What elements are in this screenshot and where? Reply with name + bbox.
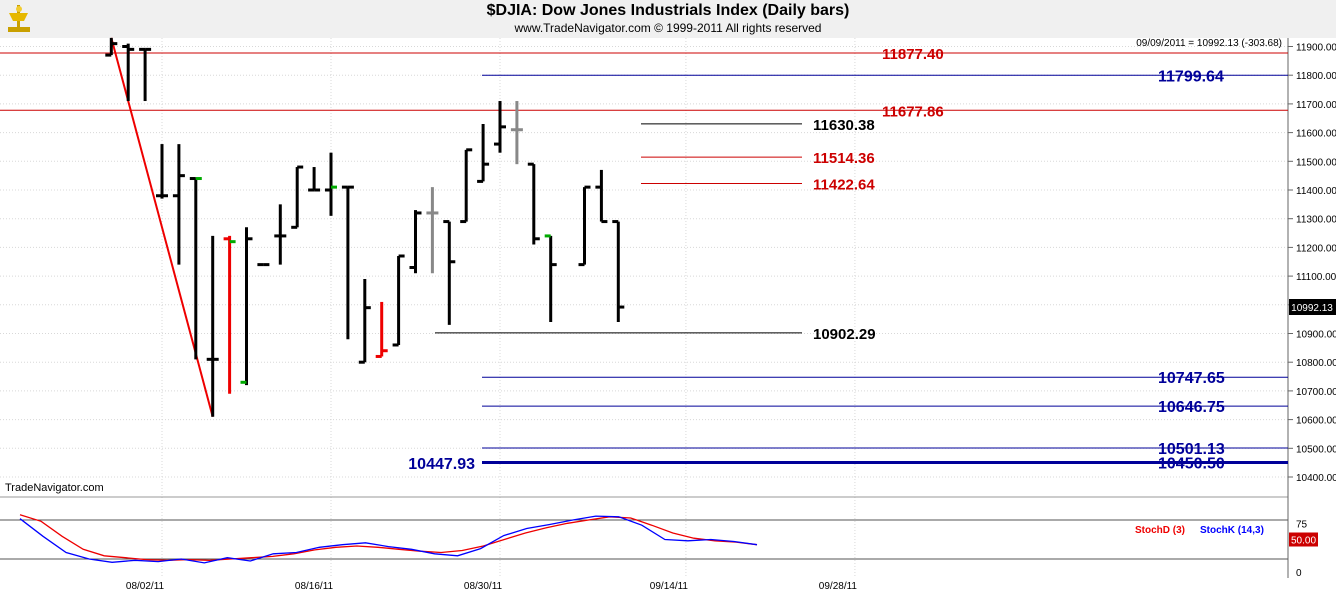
ohlc-bar <box>291 165 304 229</box>
price-level-label: 10646.75 <box>1158 399 1225 416</box>
stoch-tick-label: 0 <box>1296 568 1302 579</box>
y-tick-label: 11800.00 <box>1296 71 1336 82</box>
ohlc-bar <box>139 47 152 102</box>
ohlc-bar <box>172 144 185 265</box>
trade-navigator-logo <box>8 5 30 32</box>
current-price-tag: 10992.13 <box>1291 303 1333 314</box>
ohlc-bar <box>544 234 557 323</box>
ohlc-bar <box>122 43 135 102</box>
price-level-label: 10501.13 <box>1158 441 1225 458</box>
ohlc-bar <box>494 101 506 153</box>
price-level-label: 11514.36 <box>813 150 875 167</box>
chart-subtitle: www.TradeNavigator.com © 1999-2011 All r… <box>514 21 822 35</box>
ohlc-bar <box>325 152 337 216</box>
price-level-label: 11630.38 <box>813 117 875 134</box>
stoch-d-legend: StochD (3) <box>1135 525 1185 536</box>
ohlc-bar <box>341 185 354 340</box>
price-levels: 11877.40 11799.64 11677.86 11630.38 11514.36… <box>0 46 1288 473</box>
ohlc-bar <box>308 167 321 192</box>
y-tick-label: 11200.00 <box>1296 243 1336 254</box>
x-tick-label: 09/28/11 <box>819 581 858 592</box>
price-level-label: 11677.86 <box>882 103 944 120</box>
x-tick-label: 09/14/11 <box>650 581 689 592</box>
stoch-line <box>19 514 758 561</box>
stoch-tick-label: 50.00 <box>1291 536 1316 547</box>
y-tick-label: 11400.00 <box>1296 186 1336 197</box>
ohlc-bar <box>189 177 202 360</box>
y-tick-label: 11500.00 <box>1296 157 1336 168</box>
ohlc-bar <box>274 204 287 265</box>
x-tick-label: 08/30/11 <box>464 581 503 592</box>
left-level-label: 10447.93 <box>408 456 475 473</box>
ohlc-bar <box>156 144 168 199</box>
stoch-line <box>19 515 758 564</box>
current-price-tag-box <box>1289 299 1336 315</box>
readout-text: 09/09/2011 = 10992.13 (-303.68) <box>1136 38 1282 49</box>
ohlc-bar <box>460 148 473 224</box>
y-tick-label: 11300.00 <box>1296 215 1336 226</box>
chart-title: $DJIA: Dow Jones Industrials Index (Dail… <box>486 2 850 19</box>
stoch-tick-label: 75 <box>1296 519 1308 530</box>
y-tick-label: 10600.00 <box>1296 416 1336 427</box>
y-tick-label: 11600.00 <box>1296 129 1336 140</box>
ohlc-bar <box>527 162 540 245</box>
ohlc-bar <box>392 254 405 347</box>
y-tick-label: 10800.00 <box>1296 358 1336 369</box>
y-tick-label: 11900.00 <box>1296 43 1336 54</box>
ohlc-bar <box>443 220 456 325</box>
price-level-label: 10450.50 <box>1158 456 1225 473</box>
stoch-value-tag-box <box>1289 532 1318 547</box>
x-tick-label: 08/16/11 <box>295 581 334 592</box>
y-tick-label: 10500.00 <box>1296 444 1336 455</box>
ohlc-bar <box>409 210 422 274</box>
ohlc-bar <box>510 101 523 165</box>
ohlc-bar <box>426 187 439 274</box>
ohlc-bar <box>223 235 236 394</box>
ohlc-bar <box>595 169 608 224</box>
ohlc-bar <box>612 220 625 323</box>
y-tick-label: 11100.00 <box>1296 272 1336 283</box>
chart-header: $DJIA: Dow Jones Industrials Index (Dail… <box>0 0 1336 38</box>
date-axis: 08/02/11 08/16/11 08/30/11 09/14/11 09/28/11 <box>126 581 858 592</box>
price-level-label: 10902.29 <box>813 326 876 343</box>
ohlc-bars <box>105 37 625 417</box>
y-tick-label: 10900.00 <box>1296 330 1336 341</box>
stochastic-panel: 75 50.00 0 StochD (3) StochK (14,3) <box>0 514 1318 579</box>
stoch-k-legend: StochK (14,3) <box>1200 525 1264 536</box>
ohlc-bar <box>578 185 591 267</box>
ohlc-bar <box>477 123 490 183</box>
ohlc-bar <box>240 227 253 386</box>
price-level-label: 10747.65 <box>1158 370 1225 387</box>
watermark-text: TradeNavigator.com <box>5 482 104 494</box>
x-tick-label: 08/02/11 <box>126 581 165 592</box>
price-level-label: 11422.64 <box>813 177 875 194</box>
y-tick-label: 10700.00 <box>1296 387 1336 398</box>
price-level-label: 11877.40 <box>882 46 944 63</box>
ohlc-bar <box>375 301 388 358</box>
price-level-label: 11799.64 <box>1158 68 1224 85</box>
ohlc-bar <box>206 235 219 417</box>
y-tick-label: 10400.00 <box>1296 473 1336 484</box>
y-tick-label: 11700.00 <box>1296 100 1336 111</box>
price-axis: 11900.00 11800.00 11700.00 11600.00 11500.00… <box>1288 43 1336 484</box>
ohlc-bar <box>358 278 371 364</box>
ohlc-bar <box>105 37 118 57</box>
